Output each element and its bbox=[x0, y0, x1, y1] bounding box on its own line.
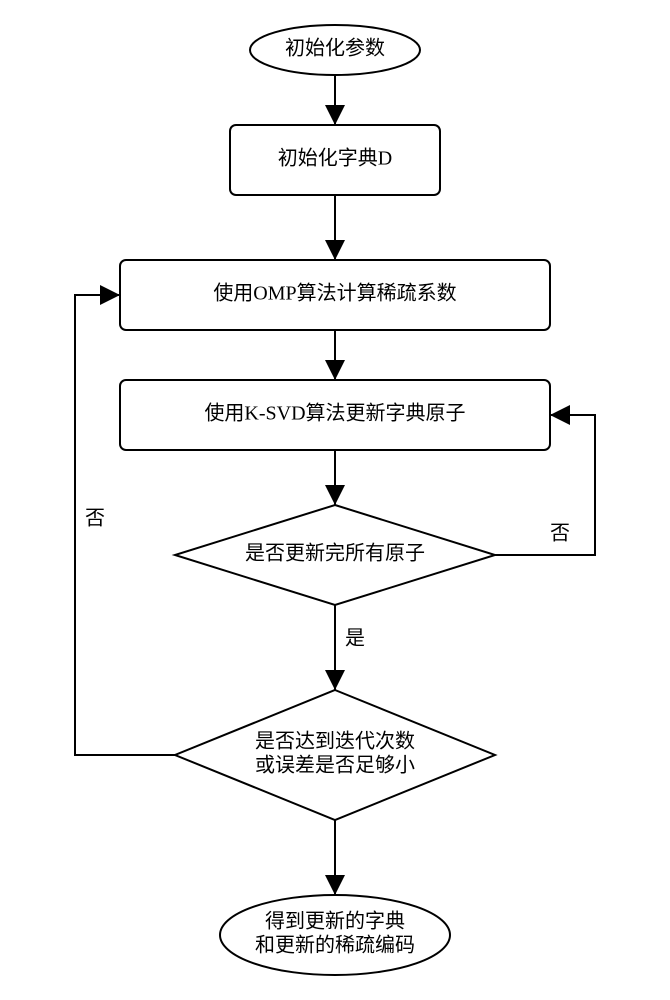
dec1-no-label: 否 bbox=[550, 523, 570, 545]
ksvd-label: 使用K-SVD算法更新字典原子 bbox=[204, 402, 465, 425]
flowchart: 初始化参数 初始化字典D 使用OMP算法计算稀疏系数 使用K-SVD算法更新字典… bbox=[0, 0, 670, 1000]
dec1-yes-label: 是 bbox=[345, 628, 365, 650]
omp-label: 使用OMP算法计算稀疏系数 bbox=[213, 282, 456, 305]
dec2-no-label: 否 bbox=[85, 508, 105, 530]
end-label2: 和更新的稀疏编码 bbox=[255, 934, 415, 957]
decision-all-atoms-label: 是否更新完所有原子 bbox=[245, 542, 425, 565]
init-dictionary-label: 初始化字典D bbox=[278, 147, 392, 170]
start-label: 初始化参数 bbox=[285, 37, 385, 60]
end-label1: 得到更新的字典 bbox=[265, 910, 405, 933]
decision-iterations-label2: 或误差是否足够小 bbox=[255, 754, 415, 777]
decision-iterations-label1: 是否达到迭代次数 bbox=[255, 730, 415, 753]
